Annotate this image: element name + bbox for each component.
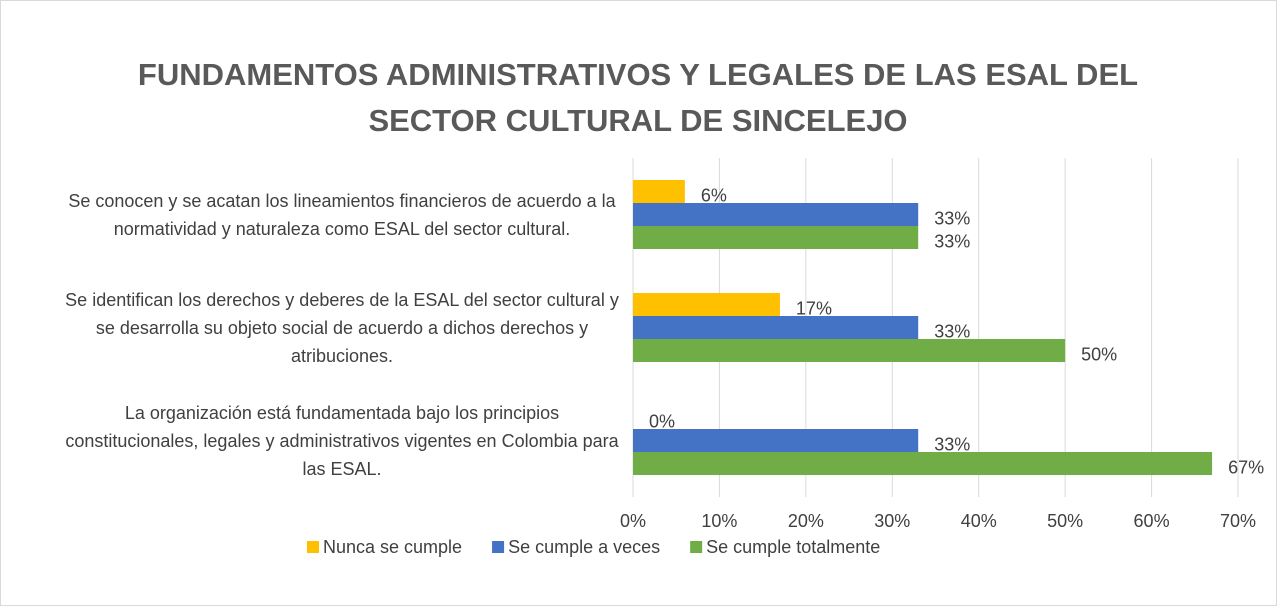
- y-tick-label: Se identifican los derechos y deberes de…: [65, 289, 619, 366]
- bar: [633, 180, 685, 203]
- x-tick-label: 10%: [701, 511, 737, 531]
- bar: [633, 429, 919, 452]
- data-label: 50%: [1081, 344, 1117, 364]
- data-label: 33%: [934, 321, 970, 341]
- x-tick-label: 70%: [1220, 511, 1256, 531]
- legend-label: Se cumple a veces: [508, 537, 660, 557]
- legend-swatch: [307, 541, 319, 553]
- x-tick-label: 20%: [788, 511, 824, 531]
- data-label: 17%: [796, 298, 832, 318]
- bar: [633, 203, 919, 226]
- bar: [633, 316, 919, 339]
- x-tick-label: 40%: [961, 511, 997, 531]
- y-tick-label: La organización está fundamentada bajo l…: [65, 402, 619, 479]
- x-tick-label: 0%: [620, 511, 646, 531]
- data-label: 67%: [1228, 457, 1264, 477]
- x-tick-label: 30%: [874, 511, 910, 531]
- data-label: 33%: [934, 208, 970, 228]
- chart-title: FUNDAMENTOS ADMINISTRATIVOS Y LEGALES DE…: [137, 57, 1139, 138]
- legend-label: Se cumple totalmente: [706, 537, 880, 557]
- bar: [633, 452, 1213, 475]
- bar: [633, 226, 919, 249]
- data-label: 6%: [701, 185, 727, 205]
- bar: [633, 339, 1066, 362]
- data-label: 33%: [934, 434, 970, 454]
- data-label: 0%: [649, 411, 675, 431]
- data-label: 33%: [934, 231, 970, 251]
- x-tick-label: 60%: [1134, 511, 1170, 531]
- y-tick-label: Se conocen y se acatan los lineamientos …: [68, 190, 616, 239]
- legend-swatch: [690, 541, 703, 553]
- bar: [633, 293, 780, 316]
- legend-label: Nunca se cumple: [323, 537, 462, 557]
- legend-swatch: [492, 541, 505, 553]
- x-tick-label: 50%: [1047, 511, 1083, 531]
